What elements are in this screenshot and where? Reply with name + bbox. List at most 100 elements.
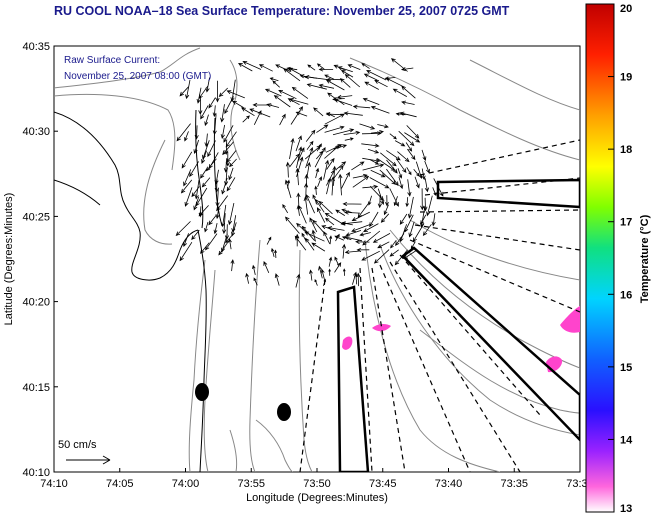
colorbar-tick-label: 19: [620, 72, 632, 84]
current-vector: [431, 213, 436, 227]
current-vector: [377, 188, 385, 205]
current-vector: [258, 64, 273, 72]
current-vector: [324, 74, 335, 80]
current-vector: [397, 151, 410, 163]
current-vector: [312, 194, 318, 205]
current-vector: [318, 83, 335, 89]
current-vector: [385, 77, 405, 88]
current-vector: [370, 105, 390, 114]
current-vector: [311, 229, 316, 242]
current-vector: [374, 79, 388, 88]
current-vector: [221, 204, 227, 228]
current-vector: [364, 81, 379, 90]
annotation-line1: Raw Surface Current:: [64, 55, 160, 66]
current-vector: [290, 106, 304, 125]
current-vector: [278, 90, 297, 100]
current-vector: [337, 66, 353, 73]
current-vector: [362, 163, 385, 171]
current-vector: [289, 137, 295, 160]
radar-sites: [195, 383, 291, 421]
current-vector: [336, 94, 353, 99]
annotation-line2: November 25, 2007 08:00 (GMT): [64, 71, 211, 82]
current-vector: [369, 211, 379, 228]
current-vector: [295, 167, 300, 186]
current-vector: [222, 213, 227, 235]
x-axis-label: Longitude (Degrees:Minutes): [246, 492, 388, 504]
current-vector: [214, 169, 219, 185]
current-vector: [285, 216, 300, 234]
current-vector: [232, 100, 244, 108]
current-vector: [184, 187, 193, 207]
y-axis-label: Latitude (Degrees:Minutes): [3, 193, 15, 326]
current-vector: [228, 203, 235, 226]
current-vector: [359, 123, 376, 130]
current-vector: [312, 219, 326, 234]
current-vector: [264, 88, 282, 97]
colorbar-ticks: 20 19 18 17 16 15 14 13: [608, 3, 633, 515]
current-vector: [386, 168, 399, 187]
current-vector: [282, 204, 289, 214]
current-vector: [377, 195, 382, 209]
current-vector: [220, 104, 225, 123]
current-vector: [200, 105, 209, 120]
current-vector: [324, 212, 343, 224]
current-vector: [420, 214, 427, 225]
current-vector: [269, 77, 279, 82]
current-vector: [224, 96, 234, 115]
current-vector: [201, 177, 211, 188]
current-vector: [230, 259, 235, 272]
current-vector: [318, 67, 334, 72]
current-vector: [296, 192, 301, 206]
current-vector: [226, 150, 237, 163]
current-vector: [274, 249, 278, 259]
current-vector: [328, 268, 331, 276]
current-vector: [389, 133, 397, 140]
current-vector: [313, 107, 324, 117]
current-vector: [361, 63, 370, 69]
current-vector: [343, 111, 363, 116]
current-vector: [362, 184, 379, 189]
current-vector: [347, 64, 361, 70]
current-vector: [380, 152, 397, 167]
current-vector: [241, 107, 255, 117]
current-vector: [356, 272, 361, 287]
current-vector: [183, 169, 192, 187]
current-vector: [380, 213, 390, 223]
current-vector: [341, 208, 353, 213]
current-vector: [200, 167, 208, 179]
current-vector: [362, 97, 380, 105]
current-vector: [220, 124, 225, 139]
current-vector: [212, 105, 217, 118]
current-vector: [339, 78, 351, 88]
current-vector: [222, 141, 234, 156]
current-vector: [390, 239, 397, 249]
current-vector: [194, 125, 199, 140]
current-vector: [370, 169, 386, 178]
current-vector: [343, 130, 361, 135]
current-vector: [323, 159, 330, 180]
scale-arrow: [66, 455, 111, 465]
y-ticks: 40:35 40:30 40:25 40:20 40:15 40:10: [22, 41, 58, 479]
map-title: RU COOL NOAA–18 Sea Surface Temperature:…: [54, 4, 510, 18]
y-tick-label: 40:35: [22, 41, 50, 53]
current-vector: [208, 97, 216, 109]
current-vector: [295, 273, 301, 288]
current-vector: [398, 176, 404, 190]
current-vector: [332, 165, 337, 186]
current-vector: [326, 177, 332, 195]
current-vector: [191, 186, 200, 198]
current-vector: [352, 104, 371, 109]
colorbar: [585, 3, 615, 513]
current-vector: [284, 179, 292, 199]
current-vector: [314, 146, 326, 168]
current-vector: [341, 171, 350, 189]
current-vector: [274, 273, 280, 286]
coastline: [54, 109, 223, 472]
current-vector: [306, 83, 327, 90]
current-vector: [191, 230, 200, 240]
current-vector: [397, 168, 403, 179]
current-vector: [184, 131, 189, 142]
current-vector: [183, 233, 189, 248]
current-vector: [369, 177, 390, 189]
current-vector: [335, 161, 347, 171]
